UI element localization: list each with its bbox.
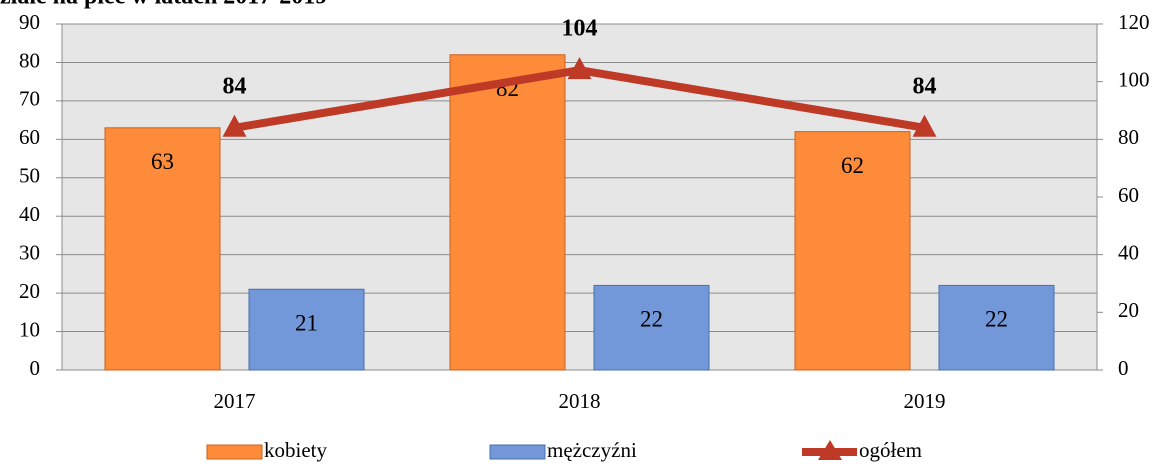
data-label: 22 xyxy=(985,307,1008,332)
y-tick-label: 70 xyxy=(19,87,40,111)
y-tick-label: 20 xyxy=(19,279,40,303)
y-tick-label: 80 xyxy=(19,48,40,72)
bar xyxy=(104,127,221,371)
legend-label: kobiety xyxy=(264,438,327,462)
plot-area xyxy=(62,24,1097,370)
y-tick-label: 90 xyxy=(19,10,40,34)
chart-title: ziale na płeć w latach 2017-2019 xyxy=(0,0,327,10)
data-label: 84 xyxy=(913,73,937,99)
y-tick-label: 50 xyxy=(19,164,40,188)
y2-tick-label: 120 xyxy=(1118,10,1150,34)
y-tick-label: 30 xyxy=(19,240,40,264)
marker xyxy=(567,57,592,80)
bar xyxy=(794,131,911,371)
x-tick-label: 2018 xyxy=(559,389,601,413)
bar xyxy=(593,284,710,371)
bar xyxy=(248,288,365,371)
marker xyxy=(222,114,247,137)
y-tick-label: 60 xyxy=(19,125,40,149)
y2-tick-label: 20 xyxy=(1118,298,1139,322)
data-label: 62 xyxy=(841,153,864,178)
legend-label: mężczyźni xyxy=(547,438,637,462)
x-tick-label: 2019 xyxy=(904,389,946,413)
legend-marker xyxy=(818,440,842,460)
y2-tick-label: 40 xyxy=(1118,240,1139,264)
y2-tick-label: 0 xyxy=(1118,356,1129,380)
y2-tick-label: 80 xyxy=(1118,125,1139,149)
bar xyxy=(938,284,1055,371)
x-tick-label: 2017 xyxy=(214,389,256,413)
y2-tick-label: 100 xyxy=(1118,67,1150,91)
data-label: 21 xyxy=(295,311,318,336)
data-label: 22 xyxy=(640,307,663,332)
data-label: 84 xyxy=(223,73,247,99)
y-tick-label: 0 xyxy=(30,356,41,380)
y2-tick-label: 60 xyxy=(1118,183,1139,207)
marker xyxy=(912,114,937,137)
legend-swatch xyxy=(206,444,263,460)
bar xyxy=(449,54,566,371)
data-label: 63 xyxy=(151,149,174,174)
data-label: 104 xyxy=(562,16,598,42)
y-tick-label: 40 xyxy=(19,202,40,226)
legend-label: ogółem xyxy=(859,438,922,462)
legend-swatch xyxy=(489,444,546,460)
y-tick-label: 10 xyxy=(19,317,40,341)
